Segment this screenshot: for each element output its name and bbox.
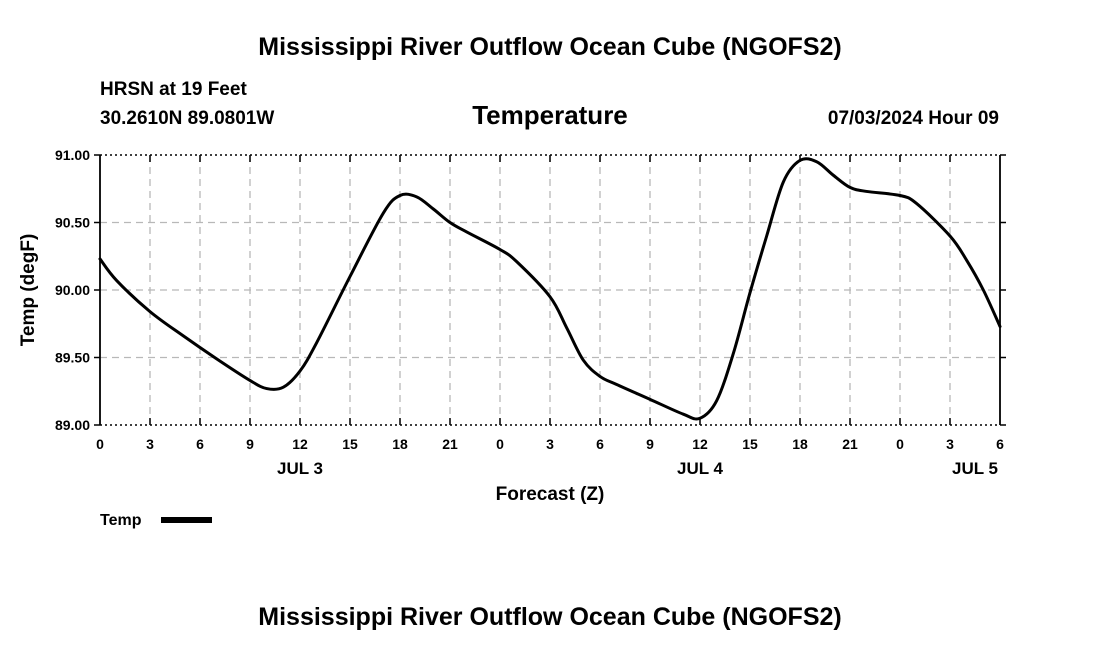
x-tick-label: 6 bbox=[996, 436, 1004, 452]
x-tick-label: 0 bbox=[896, 436, 904, 452]
x-tick-label: 6 bbox=[596, 436, 604, 452]
date-label: JUL 3 bbox=[277, 459, 323, 478]
x-axis-ticks: 0 3 6 9 12 15 18 21 0 3 6 9 12 15 18 21 0 3 6 bbox=[96, 155, 1004, 452]
x-tick-label: 12 bbox=[292, 436, 308, 452]
location-label: 30.2610N 89.0801W bbox=[100, 108, 274, 129]
grid bbox=[100, 155, 1000, 425]
legend-label: Temp bbox=[100, 512, 142, 529]
x-tick-label: 9 bbox=[646, 436, 654, 452]
x-tick-label: 15 bbox=[342, 436, 358, 452]
y-tick-label: 91.00 bbox=[55, 147, 90, 163]
y-tick-label: 90.50 bbox=[55, 215, 90, 231]
chart-title: Mississippi River Outflow Ocean Cube (NG… bbox=[258, 33, 841, 61]
x-tick-label: 3 bbox=[546, 436, 554, 452]
y-tick-label: 89.00 bbox=[55, 417, 90, 433]
variable-title: Temperature bbox=[472, 100, 628, 130]
x-tick-label: 21 bbox=[442, 436, 458, 452]
x-axis-label: Forecast (Z) bbox=[496, 484, 605, 505]
date-labels: JUL 3 JUL 4 JUL 5 bbox=[277, 459, 998, 478]
forecast-datetime: 07/03/2024 Hour 09 bbox=[828, 108, 999, 129]
x-tick-label: 21 bbox=[842, 436, 858, 452]
station-label: HRSN at 19 Feet bbox=[100, 79, 247, 100]
x-tick-label: 18 bbox=[392, 436, 408, 452]
date-label: JUL 4 bbox=[677, 459, 724, 478]
y-axis-ticks: 89.00 89.50 90.00 90.50 91.00 bbox=[55, 147, 1006, 433]
x-tick-label: 3 bbox=[146, 436, 154, 452]
date-label: JUL 5 bbox=[952, 459, 998, 478]
y-axis-label: Temp (degF) bbox=[18, 234, 39, 347]
legend: Temp bbox=[100, 512, 212, 529]
y-tick-label: 90.00 bbox=[55, 282, 90, 298]
x-tick-label: 9 bbox=[246, 436, 254, 452]
x-tick-label: 15 bbox=[742, 436, 758, 452]
x-tick-label: 0 bbox=[496, 436, 504, 452]
x-tick-label: 6 bbox=[196, 436, 204, 452]
x-tick-label: 18 bbox=[792, 436, 808, 452]
footer-title: Mississippi River Outflow Ocean Cube (NG… bbox=[258, 603, 841, 631]
series-line-temp bbox=[98, 157, 1002, 421]
x-tick-label: 3 bbox=[946, 436, 954, 452]
x-tick-label: 12 bbox=[692, 436, 708, 452]
y-tick-label: 89.50 bbox=[55, 350, 90, 366]
series-layer bbox=[98, 157, 1002, 421]
x-tick-label: 0 bbox=[96, 436, 104, 452]
